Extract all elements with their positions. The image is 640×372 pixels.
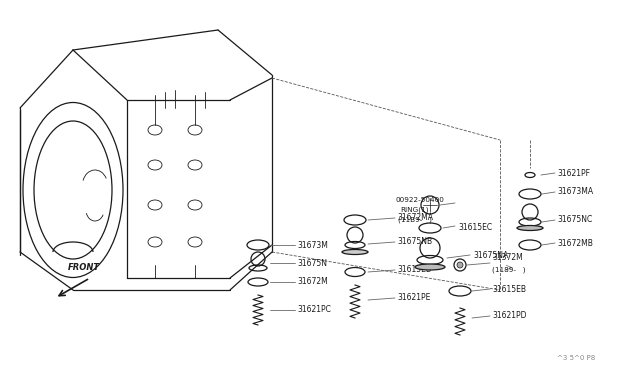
Text: 31615EC: 31615EC [458,224,492,232]
Circle shape [457,262,463,268]
Text: 31615EB: 31615EB [492,285,526,294]
Text: 31673M: 31673M [297,241,328,250]
Text: ^3 5^0 P8: ^3 5^0 P8 [557,355,595,361]
Text: 31672M: 31672M [297,278,328,286]
Text: 31675NC: 31675NC [557,215,592,224]
Ellipse shape [415,264,445,270]
Text: 31372M: 31372M [492,253,523,263]
Text: (11B9-   ): (11B9- ) [398,217,432,223]
Text: 31675N: 31675N [297,259,327,267]
Text: 31621PC: 31621PC [297,305,331,314]
Text: 31675NB: 31675NB [397,237,432,247]
Text: 31672MA: 31672MA [397,214,433,222]
Text: >: > [505,263,513,273]
Text: 31615ED: 31615ED [397,266,432,275]
Text: 31621PE: 31621PE [397,294,430,302]
Text: (1189-   ): (1189- ) [492,267,525,273]
Text: 31672MB: 31672MB [557,238,593,247]
Ellipse shape [517,225,543,231]
Text: 00922-50400: 00922-50400 [395,197,444,203]
Text: 31621PD: 31621PD [492,311,527,321]
Text: FRONT: FRONT [68,263,100,273]
Text: 31673MA: 31673MA [557,187,593,196]
Text: RING(1): RING(1) [400,207,429,213]
Ellipse shape [342,250,368,254]
Text: 31621PF: 31621PF [557,169,590,177]
Text: 31675NA: 31675NA [473,250,508,260]
